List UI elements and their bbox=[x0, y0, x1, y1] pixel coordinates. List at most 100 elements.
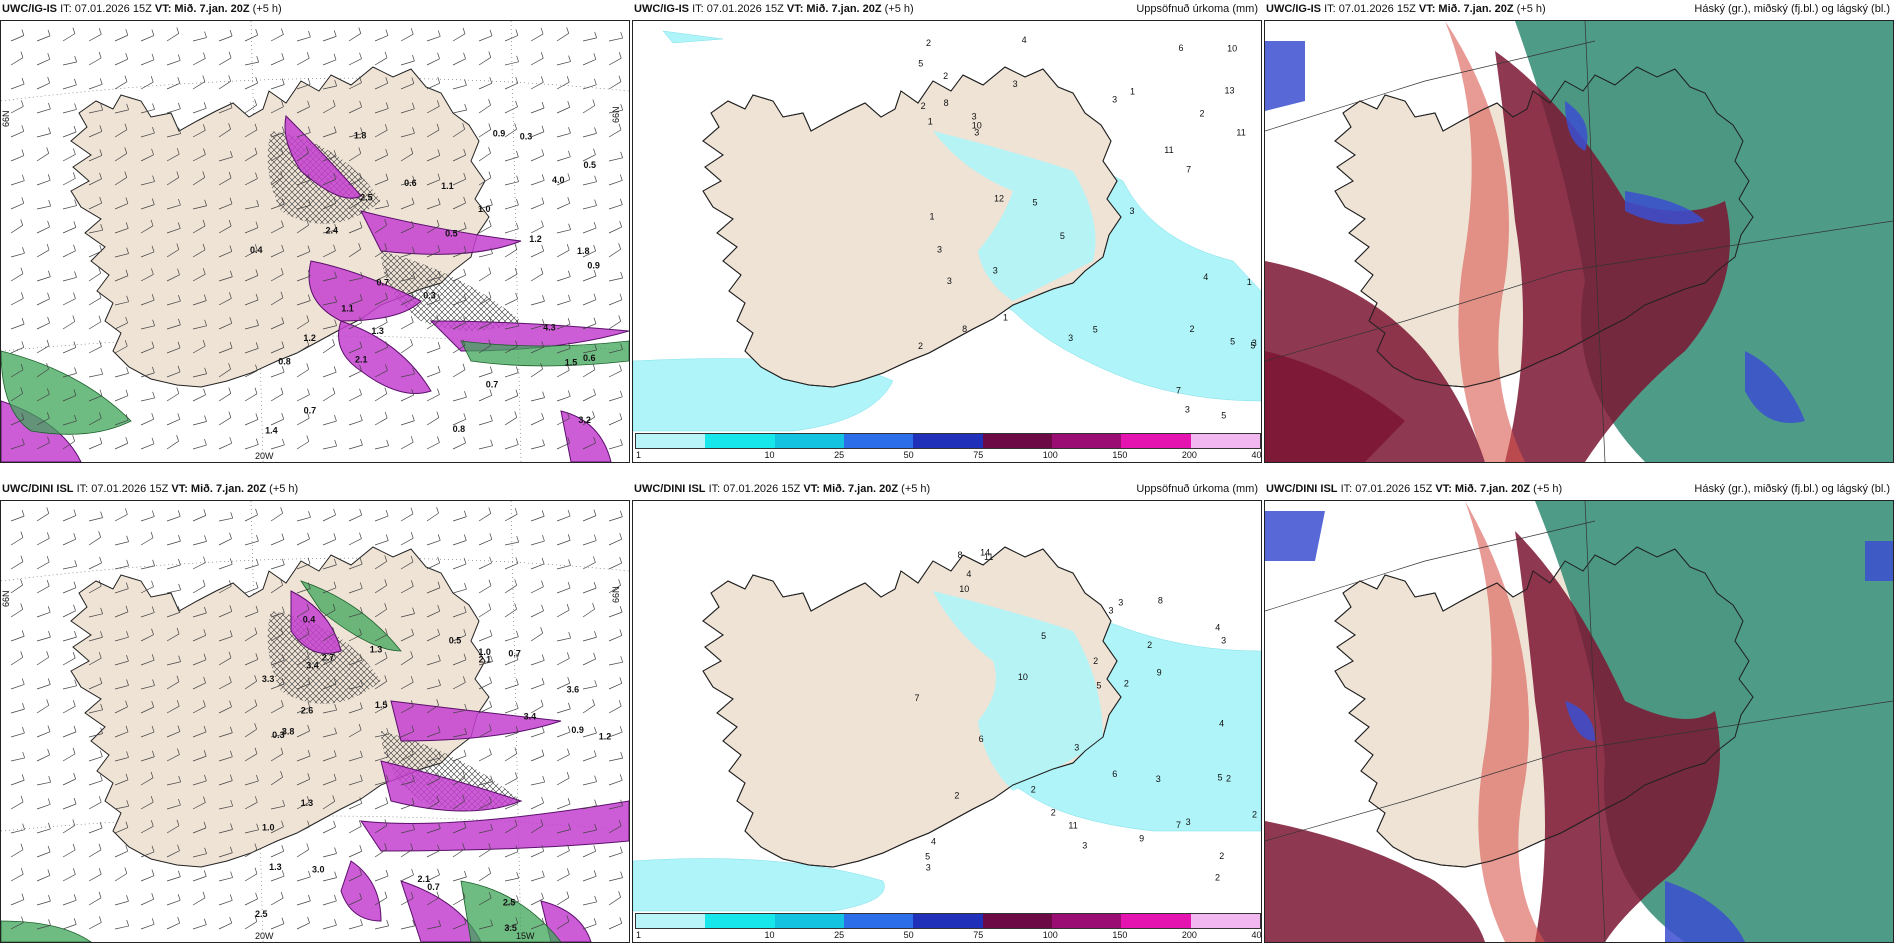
wind-barb bbox=[10, 225, 23, 234]
wind-barb bbox=[270, 923, 285, 930]
wind-barb bbox=[10, 829, 25, 834]
wind-barb-feather bbox=[254, 99, 257, 106]
wind-barb bbox=[296, 300, 311, 306]
wind-barb-feather bbox=[464, 103, 468, 111]
lead-time: (+5 h) bbox=[901, 483, 931, 495]
wind-barb bbox=[608, 226, 622, 234]
wind-barb-feather bbox=[177, 510, 181, 517]
colorbar-tick-label: 100 bbox=[1042, 930, 1058, 940]
wind-barb-feather bbox=[308, 511, 311, 518]
wind-barb bbox=[114, 873, 128, 882]
wind-barb-feather bbox=[593, 556, 596, 563]
wind-barb bbox=[322, 755, 337, 762]
wind-barb bbox=[62, 610, 76, 618]
wind-barb bbox=[582, 562, 596, 570]
wind-barb-feather bbox=[229, 245, 233, 252]
wind-barb bbox=[166, 204, 181, 210]
wind-barb-feather bbox=[74, 414, 77, 422]
wind-barb-feather bbox=[334, 919, 337, 926]
wind-barb-feather bbox=[437, 77, 441, 84]
wind-barb bbox=[296, 36, 311, 42]
wind-barb bbox=[36, 133, 51, 138]
wind-value-label: 0.4 bbox=[303, 615, 316, 625]
wind-barb bbox=[608, 57, 622, 66]
wind-barb-feather bbox=[333, 533, 337, 540]
wind-barb bbox=[270, 826, 284, 834]
lead-time: (+5 h) bbox=[252, 3, 282, 15]
wind-barb-feather bbox=[256, 56, 260, 63]
wind-barb bbox=[62, 636, 77, 642]
wind-barb-feather bbox=[280, 891, 284, 899]
wind-barb-feather bbox=[567, 270, 571, 277]
precip-value-label: 7 bbox=[1176, 820, 1181, 830]
wind-barb-feather bbox=[593, 509, 597, 516]
wind-barb bbox=[296, 152, 309, 162]
wind-barb-feather bbox=[488, 507, 492, 514]
precip-value-label: 2 bbox=[1124, 679, 1129, 689]
map-canvas: 2.50.91.01.31.32.72.53.43.83.31.52.12.10… bbox=[1, 501, 629, 942]
wind-barb bbox=[400, 656, 413, 666]
wind-barb bbox=[582, 442, 596, 450]
wind-barb bbox=[374, 393, 388, 402]
wind-barb bbox=[452, 396, 467, 402]
wind-barb-feather bbox=[489, 629, 493, 636]
wind-barb bbox=[556, 229, 571, 234]
wind-barb-feather bbox=[592, 699, 595, 706]
wind-barb bbox=[244, 104, 257, 114]
wind-barb-feather bbox=[307, 173, 311, 181]
wind-barb bbox=[348, 612, 363, 618]
wind-barb bbox=[530, 825, 544, 834]
wind-barb-feather bbox=[20, 578, 23, 586]
wind-barb-feather bbox=[46, 580, 50, 587]
wind-barb bbox=[556, 300, 571, 306]
wind-barb bbox=[452, 777, 466, 786]
wind-barb bbox=[166, 371, 181, 378]
wind-barb bbox=[322, 658, 336, 666]
wind-barb-feather bbox=[125, 389, 129, 396]
wind-barb-feather bbox=[488, 891, 492, 899]
wind-barb-feather bbox=[306, 627, 310, 635]
wind-barb-feather bbox=[178, 318, 181, 325]
wind-barb-feather bbox=[203, 102, 207, 109]
wind-barb bbox=[400, 874, 414, 882]
wind-barb bbox=[296, 755, 311, 762]
panel-dini-wind: UWC/DINI ISL IT: 07.01.2026 15Z VT: Mið.… bbox=[0, 480, 630, 945]
wind-barb-feather bbox=[256, 823, 259, 830]
wind-barb bbox=[218, 203, 233, 210]
wind-barb bbox=[348, 133, 363, 138]
wind-barb bbox=[530, 57, 544, 66]
wind-barb-feather bbox=[306, 796, 310, 803]
wind-barb-feather bbox=[386, 439, 389, 446]
wind-barb-feather bbox=[541, 845, 545, 852]
wind-barb-feather bbox=[541, 197, 545, 204]
wind-barb bbox=[270, 584, 283, 594]
wind-barb bbox=[374, 129, 388, 138]
precip-value-label: 3 bbox=[1186, 817, 1191, 827]
wind-barb-feather bbox=[47, 436, 50, 443]
wind-barb-feather bbox=[592, 603, 595, 610]
wind-barb-feather bbox=[463, 149, 467, 156]
wind-barb bbox=[10, 899, 25, 906]
wind-barb bbox=[218, 442, 232, 450]
colorbar-swatch bbox=[774, 434, 844, 448]
wind-barb bbox=[582, 105, 596, 114]
axis-label: 66N bbox=[611, 106, 621, 123]
wind-barb bbox=[296, 900, 311, 906]
wind-barb bbox=[608, 611, 623, 618]
wind-barb-feather bbox=[46, 555, 50, 563]
wind-barb bbox=[478, 35, 493, 42]
map-canvas: 2252332224116438224236810514779109115533… bbox=[633, 546, 1261, 912]
wind-barb bbox=[374, 780, 389, 786]
wind-barb bbox=[270, 660, 285, 666]
wind-barb-feather bbox=[281, 220, 284, 227]
wind-barb-feather bbox=[46, 147, 50, 154]
wind-barb bbox=[400, 613, 415, 618]
wind-barb bbox=[426, 299, 441, 306]
wind-barb bbox=[530, 683, 545, 690]
wind-barb bbox=[140, 81, 154, 90]
wind-barb-feather bbox=[20, 267, 24, 274]
wind-value-label: 0.6 bbox=[583, 353, 596, 363]
wind-barb-feather bbox=[282, 438, 285, 446]
wind-barb-feather bbox=[567, 581, 571, 589]
wind-barb-feather bbox=[542, 775, 546, 783]
